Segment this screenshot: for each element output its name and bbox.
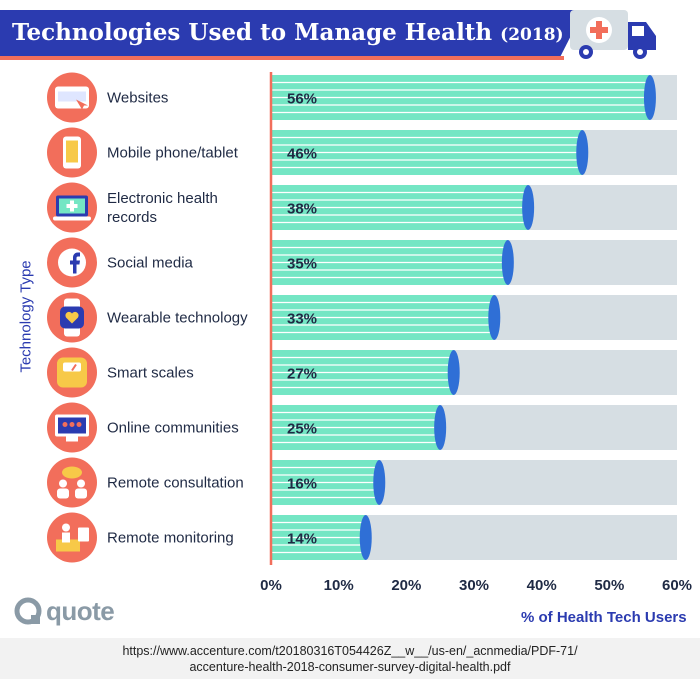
- x-tick-label: 20%: [391, 577, 421, 594]
- category-label: Wearable technology: [107, 310, 248, 327]
- logo-text: quote: [46, 596, 115, 626]
- x-axis-label: % of Health Tech Users: [521, 609, 687, 626]
- data-label: 25%: [287, 421, 317, 438]
- quote-logo: quote: [14, 596, 115, 627]
- title-main: Technologies Used to Manage Health: [12, 19, 493, 46]
- data-label: 16%: [287, 476, 317, 493]
- category-label: Remote monitoring: [107, 530, 234, 547]
- smartwatch-heart-icon: [60, 298, 84, 337]
- data-label: 27%: [287, 366, 317, 383]
- data-label: 14%: [287, 531, 317, 548]
- quote-logo-icon: [14, 597, 42, 624]
- icon-circle: [47, 512, 97, 563]
- icon-circle: [47, 457, 97, 508]
- data-label: 35%: [287, 256, 317, 273]
- bar-end-cap: [643, 75, 656, 120]
- x-tick-label: 60%: [662, 577, 692, 594]
- source-line-2[interactable]: accenture-health-2018-consumer-survey-di…: [189, 660, 511, 674]
- remote-consultation-icon: [57, 466, 87, 499]
- bar-end-cap: [501, 240, 514, 285]
- bar-end-cap: [576, 130, 589, 175]
- category-label: Social media: [107, 255, 194, 272]
- laptop-medical-icon: [53, 195, 91, 221]
- bar-end-cap: [447, 350, 460, 395]
- category-label: Mobile phone/tablet: [107, 145, 239, 162]
- bar-end-cap: [488, 295, 501, 340]
- source-line-1[interactable]: https://www.accenture.com/t20180316T0544…: [122, 644, 578, 658]
- bar-end-cap: [373, 460, 386, 505]
- x-tick-label: 30%: [459, 577, 489, 594]
- title-underline: [0, 56, 564, 60]
- data-label: 56%: [287, 91, 317, 108]
- smart-scale-icon: [57, 357, 87, 388]
- chart-title: Technologies Used to Manage Health (2018…: [12, 19, 564, 46]
- bar-end-cap: [434, 405, 447, 450]
- category-label: Websites: [107, 90, 168, 107]
- data-label: 33%: [287, 311, 317, 328]
- x-tick-label: 10%: [324, 577, 354, 594]
- data-label: 46%: [287, 146, 317, 163]
- facebook-icon: [58, 248, 86, 277]
- category-label: Smart scales: [107, 365, 194, 382]
- category-label: Electronic health: [107, 190, 218, 207]
- data-label: 38%: [287, 201, 317, 218]
- www-icon: [55, 86, 89, 110]
- bar-end-cap: [522, 185, 535, 230]
- category-label: records: [107, 209, 157, 226]
- x-tick-label: 50%: [594, 577, 624, 594]
- bar-end-cap: [359, 515, 372, 560]
- x-tick-label: 40%: [527, 577, 557, 594]
- x-tick-label: 0%: [260, 577, 282, 594]
- source-footer: https://www.accenture.com/t20180316T0544…: [0, 638, 700, 679]
- title-banner: Technologies Used to Manage Health (2018…: [0, 10, 584, 56]
- category-label: Remote consultation: [107, 475, 244, 492]
- ambulance-icon: [570, 10, 656, 59]
- title-year: (2018): [500, 25, 564, 45]
- y-axis-label: Technology Type: [17, 260, 35, 373]
- bar-chart: 56% Websites 46% Mobile phone/tablet 38% Elec…: [47, 72, 692, 594]
- remote-monitoring-icon: [56, 523, 89, 552]
- mobile-phone-icon: [63, 136, 81, 169]
- category-label: Online communities: [107, 420, 239, 437]
- online-community-icon: [55, 414, 89, 442]
